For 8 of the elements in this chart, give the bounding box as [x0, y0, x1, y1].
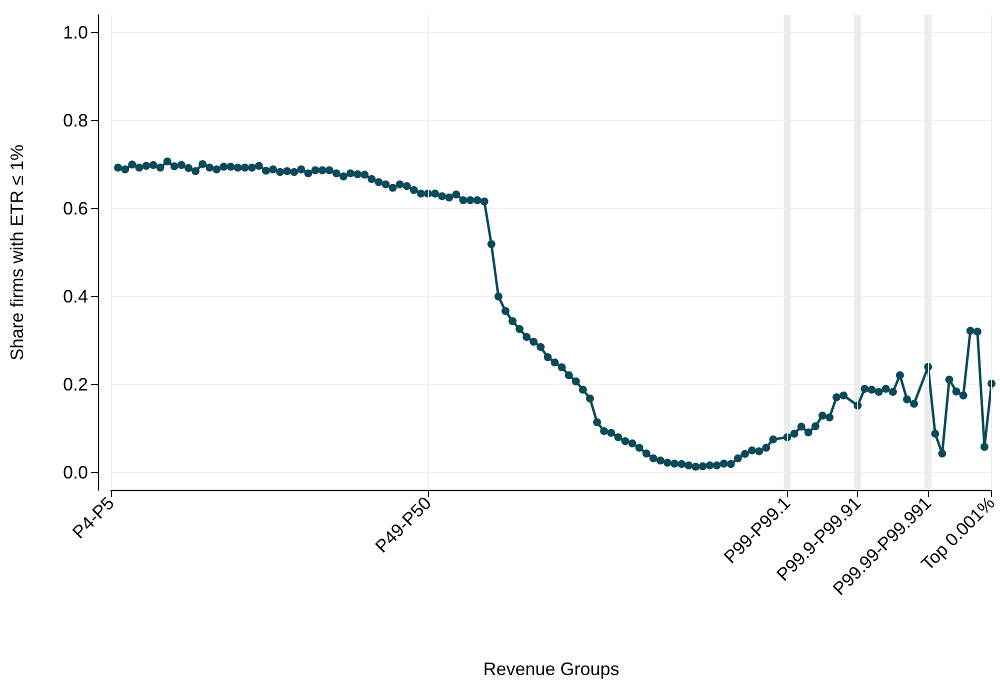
y-tick-label: 0.8 [62, 110, 88, 131]
y-tick-label: 0.2 [62, 374, 88, 394]
y-axis-title: Share firms with ETR ≤ 1% [7, 144, 27, 360]
y-tick-label: 0.4 [62, 286, 88, 306]
y-tick-label: 1.0 [62, 22, 88, 43]
x-axis-title: Revenue Groups [483, 659, 620, 679]
y-tick-label: 0.6 [62, 198, 88, 219]
y-tick-label: 0.0 [62, 462, 88, 482]
